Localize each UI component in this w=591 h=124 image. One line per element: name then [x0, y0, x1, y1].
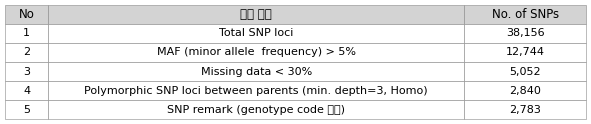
Bar: [48, 62, 464, 81]
Text: 3: 3: [23, 66, 30, 77]
Bar: [48, 81, 464, 100]
Text: 5,052: 5,052: [509, 66, 541, 77]
Bar: [464, 43, 586, 62]
Text: 2,840: 2,840: [509, 86, 541, 95]
Text: MAF (minor allele  frequency) > 5%: MAF (minor allele frequency) > 5%: [157, 47, 356, 58]
Text: 5: 5: [23, 105, 30, 115]
Text: SNP remark (genotype code 변환): SNP remark (genotype code 변환): [167, 105, 345, 115]
Bar: [5, 81, 48, 100]
Bar: [5, 100, 48, 119]
Bar: [5, 62, 48, 81]
Bar: [5, 24, 48, 43]
Bar: [464, 81, 586, 100]
Text: Missing data < 30%: Missing data < 30%: [200, 66, 312, 77]
Bar: [5, 5, 48, 24]
Text: No: No: [18, 8, 34, 21]
Bar: [48, 5, 464, 24]
Bar: [464, 5, 586, 24]
Text: 12,744: 12,744: [506, 47, 545, 58]
Text: 38,156: 38,156: [506, 29, 544, 38]
Bar: [464, 24, 586, 43]
Text: 2,783: 2,783: [509, 105, 541, 115]
Bar: [48, 24, 464, 43]
Bar: [464, 62, 586, 81]
Text: 2: 2: [23, 47, 30, 58]
Text: 분석 기준: 분석 기준: [241, 8, 272, 21]
Text: 1: 1: [23, 29, 30, 38]
Text: Polymorphic SNP loci between parents (min. depth=3, Homo): Polymorphic SNP loci between parents (mi…: [85, 86, 428, 95]
Text: No. of SNPs: No. of SNPs: [492, 8, 558, 21]
Text: Total SNP loci: Total SNP loci: [219, 29, 294, 38]
Text: 4: 4: [23, 86, 30, 95]
Bar: [48, 100, 464, 119]
Bar: [5, 43, 48, 62]
Bar: [464, 100, 586, 119]
Bar: [48, 43, 464, 62]
